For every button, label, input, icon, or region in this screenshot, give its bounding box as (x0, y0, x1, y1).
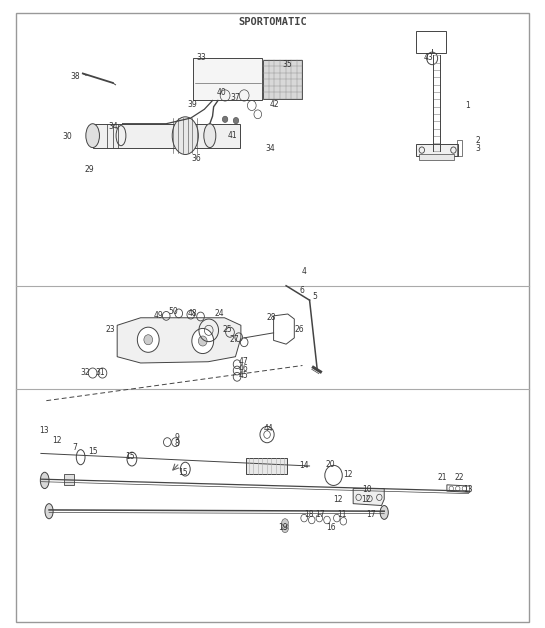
Text: 15: 15 (88, 447, 98, 456)
Bar (64, 474, 74, 485)
Bar (246, 458, 287, 474)
Text: 19: 19 (278, 523, 288, 532)
Text: 18: 18 (304, 510, 314, 519)
Text: 15: 15 (125, 452, 135, 461)
Bar (416, 31, 446, 53)
Text: 24: 24 (214, 309, 224, 318)
Circle shape (282, 525, 288, 533)
Text: 12: 12 (343, 470, 353, 479)
Polygon shape (117, 318, 241, 363)
Text: 49: 49 (153, 311, 163, 320)
Text: 31: 31 (95, 368, 105, 377)
Ellipse shape (204, 124, 216, 148)
Circle shape (198, 336, 207, 346)
Text: 35: 35 (282, 60, 292, 68)
Text: 50: 50 (168, 307, 178, 316)
Text: 7: 7 (73, 443, 77, 452)
Ellipse shape (40, 472, 49, 489)
Bar (416, 144, 458, 156)
Bar (457, 140, 462, 156)
Text: 39: 39 (187, 100, 197, 109)
Text: 28: 28 (267, 313, 276, 322)
Text: 10: 10 (362, 485, 372, 494)
Text: 42: 42 (270, 100, 280, 109)
Text: 14: 14 (299, 461, 309, 470)
Text: 17: 17 (316, 510, 325, 519)
Text: 13: 13 (39, 426, 49, 435)
Text: 17: 17 (366, 510, 376, 519)
Text: 20: 20 (325, 460, 335, 469)
Ellipse shape (45, 504, 53, 519)
Text: 43: 43 (423, 53, 433, 62)
Text: 30: 30 (62, 133, 72, 141)
Bar (193, 58, 262, 100)
Ellipse shape (86, 124, 100, 148)
Text: 34: 34 (265, 144, 275, 153)
Text: 13: 13 (463, 485, 473, 494)
Text: 48: 48 (188, 309, 198, 318)
Text: 26: 26 (295, 325, 305, 333)
Text: 12: 12 (333, 495, 343, 504)
Text: 12: 12 (361, 495, 371, 504)
Text: 25: 25 (223, 325, 233, 333)
Text: 9: 9 (174, 433, 179, 442)
Text: 16: 16 (326, 523, 336, 532)
Text: 46: 46 (239, 364, 249, 373)
Circle shape (192, 328, 214, 354)
Text: 12: 12 (52, 436, 62, 445)
Text: 15: 15 (178, 468, 188, 477)
Circle shape (144, 335, 153, 345)
Polygon shape (353, 489, 384, 506)
Text: 27: 27 (229, 335, 239, 344)
Text: 36: 36 (191, 154, 201, 163)
Text: 23: 23 (106, 325, 116, 333)
Text: 1: 1 (465, 101, 470, 110)
Ellipse shape (380, 506, 388, 519)
Text: 37: 37 (231, 94, 240, 102)
Circle shape (137, 327, 159, 352)
Bar (419, 154, 454, 160)
Bar (263, 60, 302, 99)
Text: 6: 6 (300, 286, 304, 295)
Text: 21: 21 (438, 473, 447, 482)
Circle shape (282, 519, 288, 526)
Text: 41: 41 (228, 131, 238, 140)
Text: 29: 29 (84, 165, 94, 174)
Circle shape (233, 117, 239, 124)
Text: SPORTOMATIC: SPORTOMATIC (238, 17, 307, 27)
Text: 8: 8 (174, 440, 179, 448)
Ellipse shape (172, 117, 198, 154)
Text: 33: 33 (197, 53, 207, 62)
Circle shape (222, 116, 228, 122)
Text: 5: 5 (313, 292, 317, 301)
Text: 4: 4 (302, 267, 306, 276)
Text: 38: 38 (70, 72, 80, 81)
Text: 34: 34 (108, 122, 118, 131)
Text: 22: 22 (454, 473, 464, 482)
Text: 3: 3 (476, 144, 480, 153)
Text: 11: 11 (337, 510, 347, 519)
Text: 32: 32 (81, 368, 90, 377)
Text: 2: 2 (476, 136, 480, 145)
Bar (93, 124, 240, 148)
Text: 47: 47 (239, 357, 249, 366)
Text: 40: 40 (217, 89, 227, 97)
Text: 45: 45 (239, 371, 249, 380)
Text: 44: 44 (263, 425, 273, 433)
Circle shape (282, 522, 288, 529)
